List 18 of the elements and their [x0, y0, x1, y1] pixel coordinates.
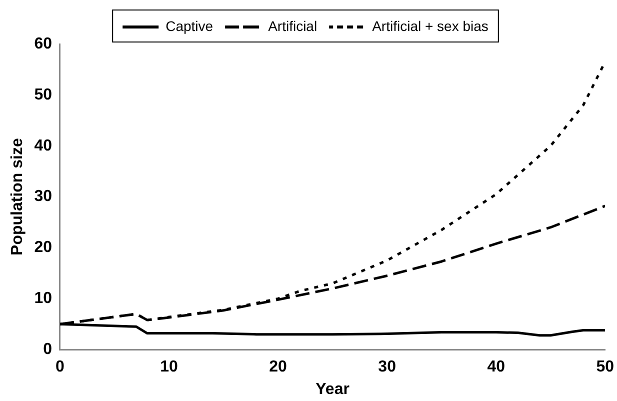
x-tick-label: 40 [487, 358, 506, 376]
y-tick-label: 10 [34, 290, 52, 308]
legend-label: Artificial + sex bias [372, 18, 488, 34]
y-tick-label: 40 [34, 137, 52, 154]
legend-label: Artificial [268, 18, 318, 34]
legend-label: Captive [166, 18, 214, 34]
x-tick-label: 10 [160, 358, 178, 376]
y-tick-label: 50 [34, 86, 52, 104]
y-tick-label: 0 [43, 341, 52, 358]
x-tick-label: 0 [56, 358, 65, 376]
y-tick-label: 60 [34, 35, 52, 52]
x-tick-label: 20 [269, 358, 288, 376]
y-tick-label: 20 [34, 239, 52, 256]
x-tick-label: 50 [596, 358, 614, 376]
x-tick-label: 30 [378, 358, 396, 376]
y-tick-label: 30 [34, 188, 52, 206]
y-axis-title: Population size [9, 138, 26, 256]
x-axis-title: Year [316, 380, 350, 398]
